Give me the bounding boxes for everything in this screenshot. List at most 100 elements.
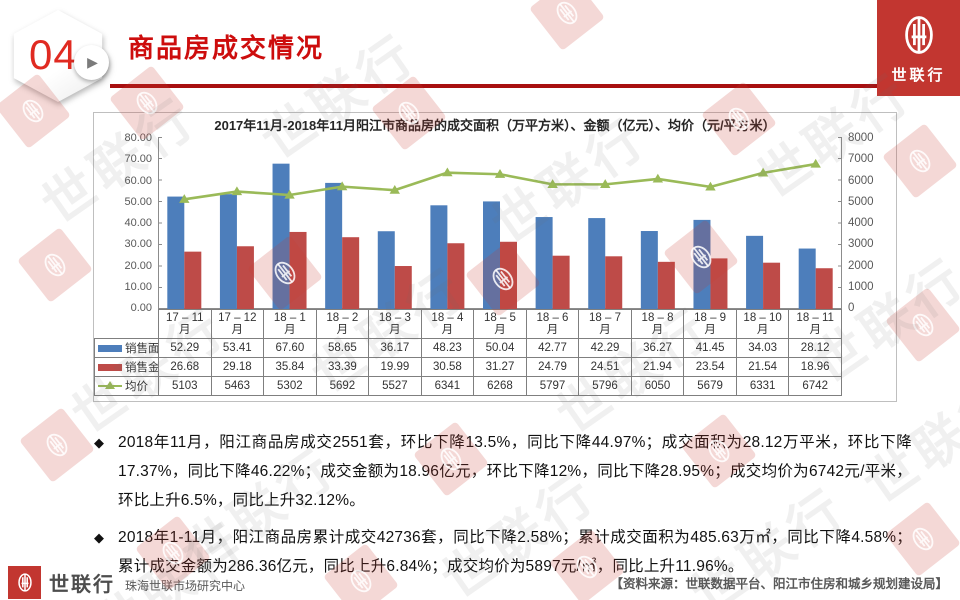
axis-tick-label: 50.00: [124, 195, 152, 208]
title-underline: [110, 84, 878, 88]
price-marker: [705, 181, 716, 191]
value-cell: 31.27: [473, 357, 527, 377]
footer-logo: [8, 565, 41, 599]
bar-sales-area: [693, 219, 711, 309]
axis-tick-label: 2000: [848, 259, 874, 272]
legend-cell: 销售金额: [94, 357, 159, 377]
value-cell: 19.99: [368, 357, 422, 377]
footer-department: 珠海世联市场研究中心: [125, 579, 246, 593]
value-cell: 42.29: [578, 338, 632, 358]
watermark-logo: [17, 227, 93, 303]
value-cell: 28.12: [788, 338, 842, 358]
value-cell: 5302: [263, 376, 317, 396]
axis-tick-label: 80.00: [124, 132, 152, 144]
bar-sales-amount: [236, 246, 254, 309]
value-cell: 53.41: [210, 338, 265, 358]
bar-sales-amount: [342, 237, 360, 309]
bar-sales-amount: [447, 243, 465, 309]
bar-sales-amount: [552, 255, 570, 309]
bar-sales-area: [325, 182, 343, 309]
summary-bullets: ◆ 2018年11月，阳江商品房成交2551套，环比下降13.5%，同比下降44…: [94, 428, 912, 589]
value-cell: 6268: [473, 376, 527, 396]
bar-sales-area: [483, 201, 500, 309]
value-cell: 58.65: [315, 338, 370, 358]
value-cell: 5692: [315, 376, 370, 396]
bar-sales-area: [535, 217, 553, 309]
legend-amount-swatch-icon: [98, 363, 122, 371]
right-axis-labels: 8000 7000 6000 5000 4000 3000 2000 1000 0: [842, 132, 892, 314]
price-marker: [336, 181, 348, 191]
value-cell: 18.96: [788, 357, 842, 377]
value-cell: 52.29: [158, 338, 212, 358]
axis-tick-label: 60.00: [124, 174, 152, 187]
value-cell: 42.77: [525, 338, 580, 358]
diamond-bullet-icon: ◆: [94, 530, 104, 545]
value-cell: 33.39: [315, 357, 370, 377]
price-marker: [810, 158, 821, 168]
play-icon: ▶: [74, 45, 109, 80]
series-row: 均价 5103 5463 5302 5692 5527 6341 6268 5797 5796 60…: [94, 376, 842, 396]
value-cell: 30.58: [420, 357, 475, 377]
axis-tick-label: 10.00: [124, 280, 152, 293]
data-source: 【资料来源：世联数据平台、阳江市住房和城乡规划建设局】: [610, 576, 948, 591]
table-corner-cell: [94, 309, 159, 339]
footer-brand: 世联行: [49, 573, 115, 596]
value-cell: 6050: [630, 376, 685, 396]
bar-sales-area: [430, 205, 448, 309]
legend-line-swatch-icon: [98, 381, 122, 391]
value-cell: 29.18: [210, 357, 265, 377]
value-cell: 23.54: [683, 357, 737, 377]
bar-sales-area: [272, 163, 290, 309]
bar-sales-area: [588, 218, 606, 309]
month-header-cell: 17 – 11 月: [158, 309, 212, 339]
price-marker: [389, 184, 400, 194]
axis-tick-label: 3000: [848, 238, 874, 251]
value-cell: 24.79: [525, 357, 580, 377]
bar-sales-amount: [500, 241, 517, 309]
value-cell: 6742: [788, 376, 842, 396]
axis-tick-label: 1000: [848, 280, 874, 293]
left-axis-labels: 80.00 70.00 60.00 50.00 40.00 30.00 20.00 10.00…: [94, 132, 158, 314]
legend-cell: 均价: [94, 376, 159, 396]
bar-sales-amount: [763, 262, 781, 309]
watermark-logo: [19, 407, 95, 483]
price-marker: [547, 179, 558, 188]
price-marker: [284, 189, 295, 199]
value-cell: 26.68: [158, 357, 212, 377]
series-row: 销售面积52.2953.4167.6058.6536.1748.2350.044…: [94, 338, 842, 358]
bar-sales-amount: [710, 258, 728, 309]
company-logo: 世联行: [877, 0, 960, 96]
value-cell: 35.84: [263, 357, 317, 377]
legend-area-swatch-icon: [98, 344, 122, 352]
worldunion-mark-icon: [17, 572, 32, 592]
value-cell: 50.04: [473, 338, 527, 358]
bar-sales-amount: [289, 231, 307, 309]
price-marker: [179, 194, 190, 203]
diamond-bullet-icon: ◆: [94, 435, 104, 450]
chart-title: 2017年11月-2018年11月阳江市商品房的成交面积（万平方米）、金额（亿元…: [214, 118, 776, 133]
axis-tick-label: 6000: [848, 174, 874, 187]
value-cell: 5103: [158, 376, 212, 396]
value-cell: 5679: [683, 376, 737, 396]
value-cell: 6341: [420, 376, 475, 396]
bar-sales-area: [746, 235, 764, 309]
price-marker: [600, 179, 611, 188]
value-cell: 21.94: [630, 357, 685, 377]
value-cell: 67.60: [263, 338, 317, 358]
bar-sales-amount: [605, 256, 623, 309]
footer: 世联行 珠海世联市场研究中心 【资料来源：世联数据平台、阳江市住房和城乡规划建设…: [0, 564, 960, 600]
bar-sales-area: [640, 231, 658, 309]
chart-panel: 2017年11月-2018年11月阳江市商品房的成交面积（万平方米）、金额（亿元…: [93, 112, 897, 402]
series-row: 销售金额26.6829.1835.8433.3919.9930.5831.272…: [94, 357, 842, 377]
legend-label: 均价: [125, 381, 148, 393]
axis-tick-label: 7000: [848, 153, 874, 166]
month-header-cell: 18 – 10 月: [735, 309, 790, 339]
section-badge: 04 ▶: [10, 10, 109, 102]
price-marker: [231, 186, 243, 196]
